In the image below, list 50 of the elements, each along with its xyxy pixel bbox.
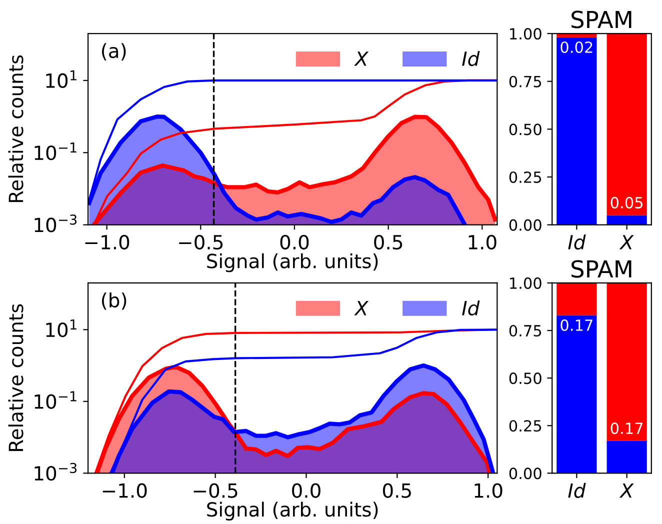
- y-axis-title: Relative counts: [8, 304, 24, 451]
- data-label: 0.02: [560, 41, 592, 54]
- y-tick-label: 10$^{−1}$: [34, 391, 76, 409]
- chart-title: SPAM: [572, 260, 632, 278]
- y-tick-label: 10$^{1}$: [46, 70, 76, 88]
- x-tick-label: 0.0: [280, 234, 309, 250]
- legend-label: X: [354, 52, 369, 66]
- x-tick-label: X: [619, 483, 634, 498]
- legend-label: X: [354, 301, 369, 316]
- y-tick-label: 0.50: [509, 124, 542, 136]
- y-tick-label: 1.00: [510, 28, 542, 40]
- y-tick-label: 10$^{−3}$: [34, 462, 77, 481]
- data-label: 0.17: [610, 422, 643, 434]
- y-tick-label: 1.00: [510, 277, 542, 289]
- data-label: 0.05: [610, 196, 643, 208]
- x-tick-label: 0.5: [374, 234, 402, 250]
- data-label: 0.17: [560, 319, 592, 331]
- y-axis-title: Relative counts: [8, 55, 24, 202]
- annotation: (b): [102, 292, 126, 310]
- y-tick-label: 0.75: [509, 324, 542, 337]
- legend-label: Id: [462, 51, 480, 66]
- bar: [556, 34, 597, 38]
- bar: [606, 440, 647, 474]
- y-tick-label: 0.00: [509, 468, 542, 480]
- y-tick-label: 10$^{−1}$: [34, 142, 76, 160]
- chart-title: SPAM: [572, 10, 632, 28]
- y-tick-label: 0.25: [509, 171, 542, 184]
- bar: [606, 215, 647, 225]
- annotation: (a): [102, 43, 126, 60]
- x-tick-label: 0.5: [382, 483, 411, 498]
- x-tick-label: −1.0: [85, 234, 130, 250]
- x-tick-label: 1.0: [468, 234, 496, 250]
- x-axis-title: Signal (arb. units): [207, 502, 378, 521]
- x-tick-label: −0.5: [194, 483, 238, 498]
- x-tick-label: X: [619, 235, 634, 250]
- y-tick-label: 0.50: [509, 372, 542, 384]
- x-tick-label: Id: [568, 482, 586, 498]
- x-tick-label: −1.0: [102, 483, 147, 498]
- y-tick-label: 10$^{−3}$: [34, 214, 77, 232]
- y-tick-label: 0.00: [509, 219, 542, 231]
- x-tick-label: 0.0: [292, 483, 320, 498]
- x-axis-title: Signal (arb. units): [207, 253, 378, 272]
- x-tick-label: 1.0: [474, 483, 502, 498]
- bar: [556, 282, 597, 316]
- y-tick-label: 10$^{1}$: [46, 320, 76, 338]
- legend-label: Id: [462, 300, 480, 316]
- y-tick-label: 0.75: [509, 76, 542, 88]
- x-tick-label: Id: [568, 234, 586, 250]
- x-tick-label: −0.5: [179, 234, 223, 250]
- y-tick-label: 0.25: [509, 420, 542, 432]
